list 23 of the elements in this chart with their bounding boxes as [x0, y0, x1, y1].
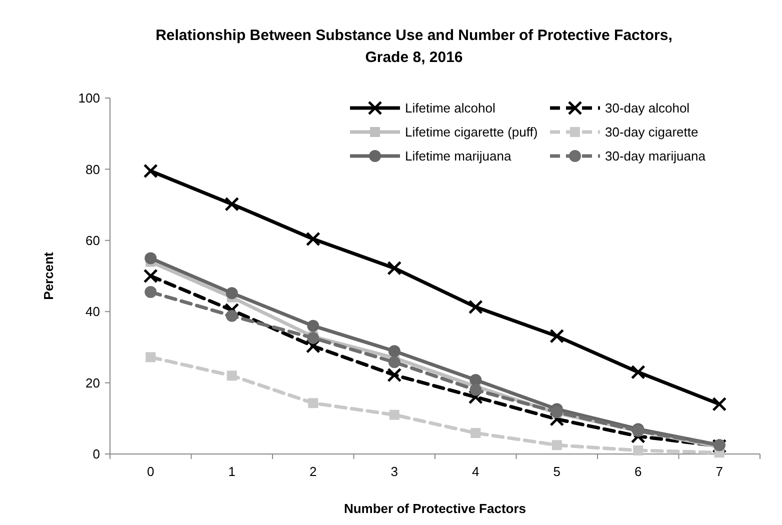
x-tick-label: 2 [310, 464, 317, 479]
y-tick-label: 60 [86, 232, 100, 248]
legend-label: Lifetime cigarette (puff) [405, 124, 538, 140]
y-axis-title: Percent [41, 251, 56, 300]
y-tick-label: 80 [86, 162, 100, 177]
x-tick-label: 3 [390, 464, 398, 479]
chart-title: Relationship Between Substance Use and Number of Protective Factors, Grade 8, 2016 [156, 27, 672, 66]
legend-label: Lifetime alcohol [405, 100, 496, 116]
x-tick-label: 0 [147, 464, 154, 479]
x-tick-label: 5 [553, 464, 560, 479]
legend-label: 30-day marijuana [605, 148, 706, 164]
legend-label: 30-day alcohol [605, 100, 690, 116]
y-tick-label: 40 [86, 304, 100, 320]
x-tick-label: 1 [228, 464, 236, 479]
y-tick-label: 0 [92, 446, 100, 462]
x-axis-title: Number of Protective Factors [344, 501, 526, 516]
legend-label: Lifetime marijuana [405, 148, 512, 164]
y-tick-label: 20 [86, 375, 100, 390]
y-tick-label: 100 [78, 90, 100, 106]
legend-label: 30-day cigarette [605, 124, 698, 140]
x-tick-label: 4 [472, 464, 480, 479]
x-tick-label: 6 [634, 464, 642, 479]
x-tick-label: 7 [716, 464, 723, 479]
